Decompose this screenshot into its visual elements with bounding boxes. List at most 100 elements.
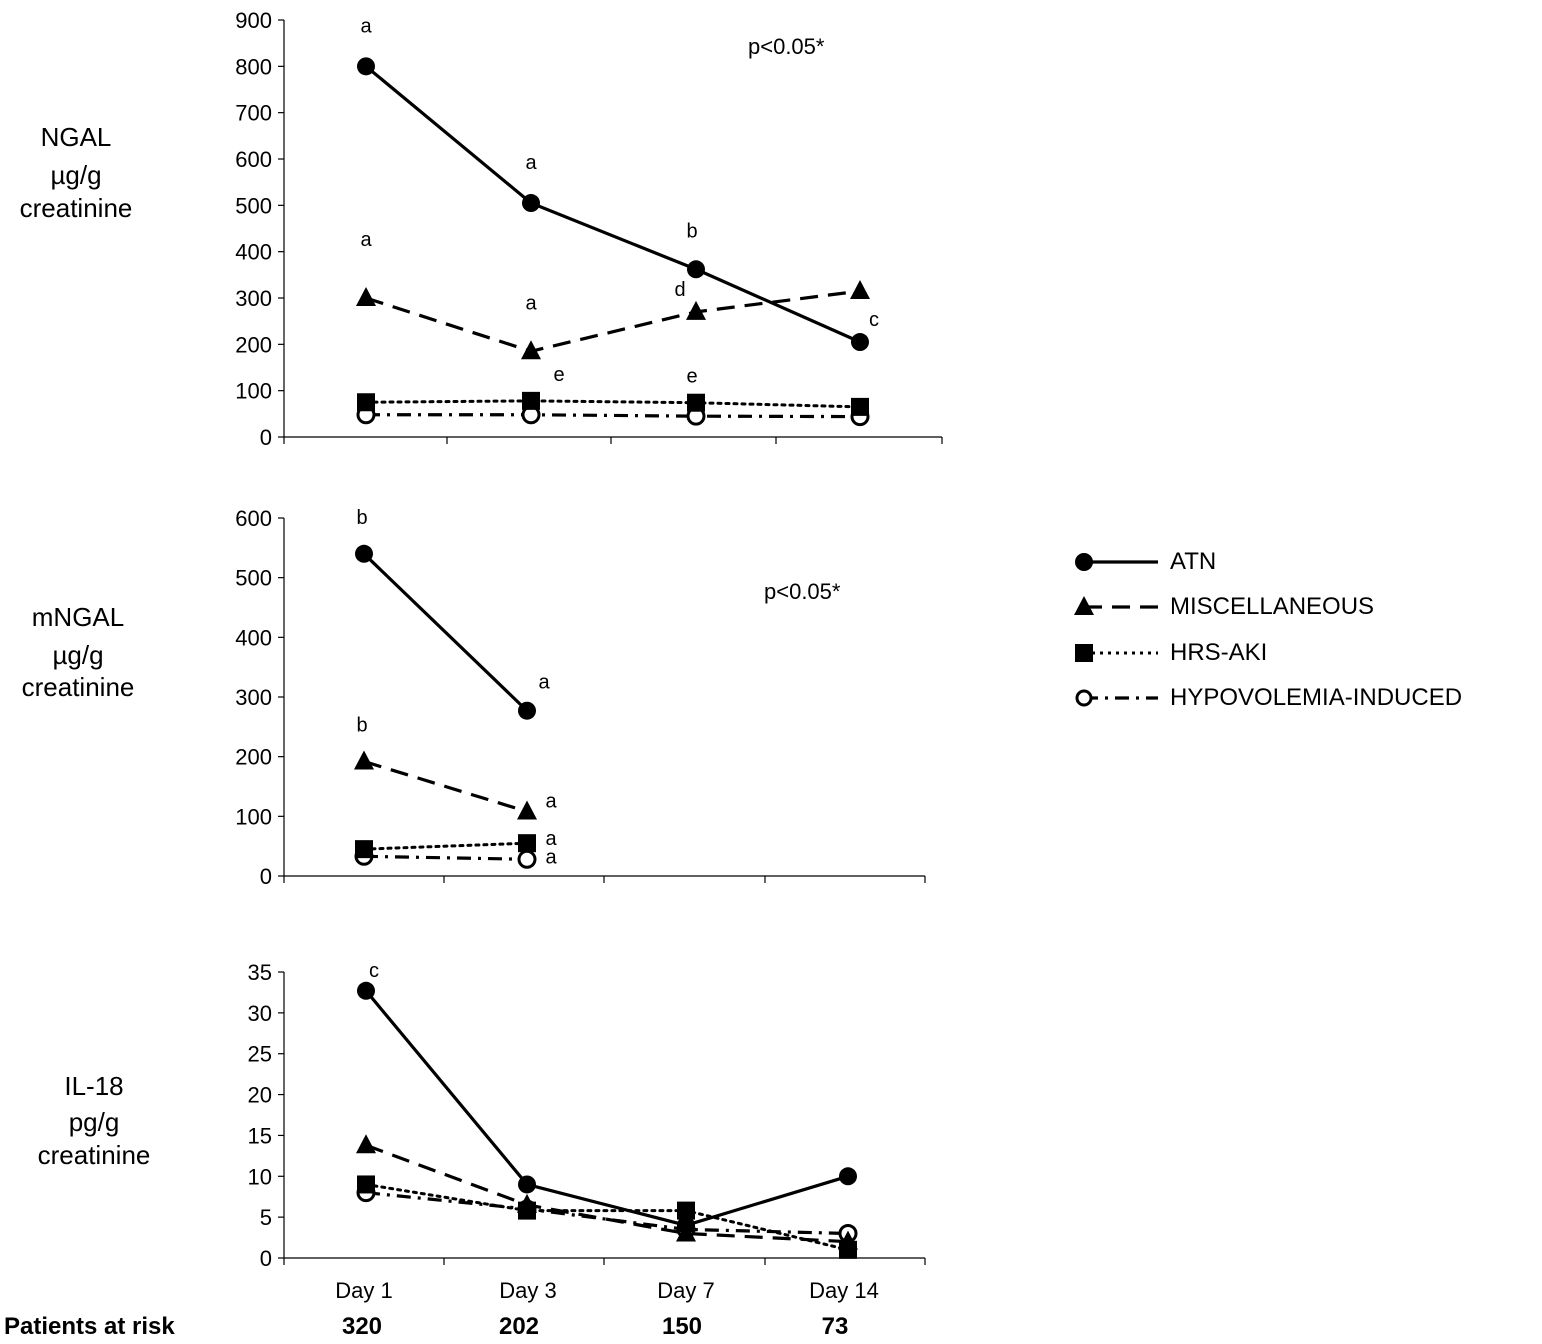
legend-label-misc: MISCELLANEOUS (1170, 593, 1374, 620)
y-tick-label: 200 (235, 745, 272, 770)
legend-marker-hrs (1075, 644, 1093, 662)
point-hrs (357, 1175, 375, 1194)
y-tick-label: 300 (235, 685, 272, 710)
ngal-pvalue: p<0.05* (748, 34, 825, 59)
series-line-hrs (364, 399, 862, 409)
point-hrs (687, 393, 705, 412)
legend-marker-atn (1075, 553, 1093, 571)
patients-at-risk-value: 150 (662, 1313, 702, 1340)
series-line-hypo (363, 854, 528, 861)
point-label-atn: a (360, 15, 372, 37)
point-hrs (522, 391, 540, 410)
ngal-panel: 0 100 200 300 400 500 600 700 800 900 a a b c a a d e e (235, 8, 943, 450)
point-hrs (355, 840, 373, 859)
point-label-hrs: e (553, 364, 564, 386)
il18-ylabel-line2: pg/g (69, 1107, 120, 1137)
y-tick-label: 0 (260, 864, 272, 889)
y-tick-label: 0 (260, 425, 272, 450)
point-label-atn: c (369, 960, 379, 982)
series-line-hrs (362, 841, 529, 851)
point-hrs (851, 397, 869, 416)
legend-marker-misc (1074, 596, 1094, 615)
series-line-atn (362, 552, 529, 712)
point-hrs (677, 1201, 695, 1220)
patients-at-risk-value: 202 (499, 1313, 539, 1340)
point-atn (687, 260, 705, 279)
il18-panel: 0 5 10 15 20 25 30 35 c (248, 960, 926, 1271)
mngal-ylabel-line2: µg/g (52, 640, 103, 670)
point-hypo (517, 849, 537, 869)
x-tick-label: Day 3 (499, 1278, 556, 1303)
y-tick-label: 100 (235, 804, 272, 829)
patients-at-risk-row: Patients at risk 320 202 150 73 (4, 1313, 848, 1340)
ngal-ylabel-line1: NGAL (41, 122, 112, 152)
point-hrs (357, 393, 375, 412)
point-atn (677, 1216, 695, 1235)
point-atn (355, 544, 373, 563)
y-tick-label: 300 (235, 286, 272, 311)
point-atn (518, 1175, 536, 1194)
point-label-misc: a (525, 292, 537, 314)
y-tick-label: 800 (235, 54, 272, 79)
y-tick-label: 400 (235, 240, 272, 265)
series-line-atn (364, 989, 849, 1227)
x-tick-label: Day 1 (335, 1278, 392, 1303)
point-label-misc: a (545, 791, 557, 813)
point-label-misc: a (360, 229, 372, 251)
point-label-atn: a (525, 152, 537, 174)
point-misc (850, 280, 870, 300)
point-atn (839, 1167, 857, 1186)
y-tick-label: 700 (235, 101, 272, 126)
point-misc (517, 800, 537, 820)
series-line-hypo (365, 1191, 849, 1236)
point-misc (356, 1134, 376, 1154)
point-atn (522, 194, 540, 213)
il18-ylabel-line3: creatinine (38, 1140, 151, 1170)
y-tick-label: 900 (235, 8, 272, 33)
x-tick-label: Day 7 (657, 1278, 714, 1303)
point-misc (521, 340, 541, 360)
point-hrs (518, 834, 536, 853)
y-tick-label: 10 (248, 1164, 272, 1189)
series-line-hypo (366, 413, 861, 419)
y-tick-label: 500 (235, 566, 272, 591)
legend-label-hrs: HRS-AKI (1170, 639, 1267, 666)
point-label-misc: d (674, 279, 685, 301)
y-tick-label: 100 (235, 379, 272, 404)
point-label-atn: a (538, 672, 550, 694)
point-label-atn: b (356, 507, 367, 529)
point-misc (356, 287, 376, 306)
x-tick-label: Day 14 (809, 1278, 879, 1303)
y-tick-label: 30 (248, 1001, 272, 1026)
series-line-hrs (364, 1182, 850, 1252)
y-tick-label: 400 (235, 625, 272, 650)
series-line-misc (365, 289, 861, 353)
point-atn (357, 57, 375, 76)
mngal-pvalue: p<0.05* (764, 579, 841, 604)
patients-at-risk-value: 320 (342, 1313, 382, 1340)
ngal-ylabel-line3: creatinine (20, 193, 133, 223)
mngal-ylabel-line3: creatinine (22, 672, 135, 702)
y-tick-label: 600 (235, 506, 272, 531)
y-tick-label: 600 (235, 147, 272, 172)
point-label-misc: b (356, 714, 367, 736)
series-line-misc (365, 1143, 849, 1244)
legend-label-hypo: HYPOVOLEMIA-INDUCED (1170, 684, 1462, 711)
series-line-misc (363, 759, 528, 814)
series-line-atn (364, 65, 861, 344)
y-tick-label: 35 (248, 960, 272, 985)
legend-label-atn: ATN (1170, 548, 1216, 575)
point-atn (518, 701, 536, 720)
ngal-ylabel-line2: µg/g (50, 160, 101, 190)
patients-at-risk-label: Patients at risk (4, 1313, 175, 1340)
point-label-hrs: a (545, 828, 557, 850)
point-misc (838, 1230, 858, 1250)
point-atn (851, 333, 869, 352)
point-misc (354, 750, 374, 770)
point-label-hypo: a (545, 846, 557, 868)
patients-at-risk-value: 73 (822, 1313, 849, 1340)
point-misc (686, 300, 706, 320)
y-tick-label: 500 (235, 193, 272, 218)
